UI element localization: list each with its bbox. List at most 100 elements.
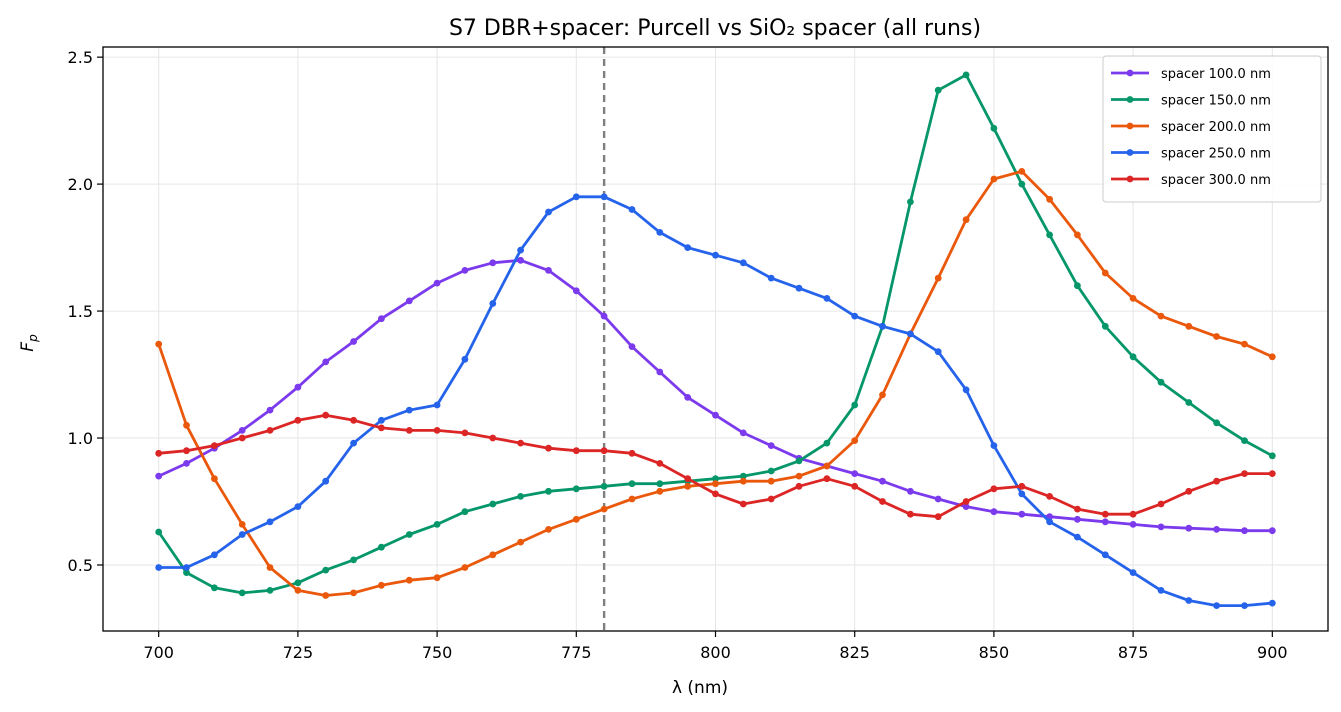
data-point [1157,312,1165,320]
data-point [1185,487,1193,495]
data-point [1018,482,1026,490]
data-point [656,480,664,488]
data-point [183,421,190,429]
data-point [934,348,942,356]
data-point [211,475,218,483]
data-point [1213,419,1220,427]
data-point [517,256,524,264]
data-point [155,564,163,571]
data-point [322,566,330,574]
x-axis-label: λ (nm) [672,678,728,698]
data-point [962,216,970,224]
data-point [934,86,942,94]
data-point [795,457,803,465]
data-point [1213,477,1220,485]
legend: spacer 100.0 nm spacer 150.0 nm spacer 200… [1102,55,1322,203]
data-point [1018,490,1026,498]
data-point [962,498,970,505]
data-point [489,551,497,559]
data-point [1185,524,1193,532]
y-tick-label: 2.0 [68,175,93,194]
data-point [405,531,413,538]
data-point [656,229,664,236]
data-point [879,322,886,330]
data-point [350,589,357,597]
data-point [628,449,636,457]
data-point [461,355,469,363]
data-point [851,470,859,477]
legend-marker [1126,69,1134,77]
data-point [350,338,357,345]
chart-title: S7 DBR+spacer: Purcell vs SiO₂ spacer (a… [449,16,981,41]
data-point [712,490,719,498]
data-point [1101,269,1109,277]
data-point [322,477,330,485]
data-point [1241,602,1248,609]
data-point [1185,322,1193,330]
data-point [183,460,190,467]
data-point [1101,322,1109,330]
data-point [1268,599,1276,607]
data-point [1157,587,1165,594]
data-point [990,124,998,132]
data-point [405,297,413,305]
data-point [990,442,998,449]
data-point [517,538,524,546]
data-point [1046,231,1053,239]
data-point [238,434,246,442]
data-point [1241,470,1248,477]
data-point [294,579,302,587]
data-point [712,480,719,488]
data-point [322,411,330,419]
data-point [294,503,302,510]
data-point [684,482,692,490]
data-point [1074,282,1081,290]
data-point [545,444,552,452]
data-point [155,449,163,457]
x-tick-label: 825 [839,643,870,662]
data-point [1129,510,1137,518]
y-axis-ticks: 0.5 1.0 1.5 2.0 2.5 [68,48,103,575]
data-point [405,576,413,584]
data-point [907,510,914,518]
data-point [739,259,747,267]
data-point [656,460,664,467]
data-point [1241,340,1248,348]
y-tick-label: 1.0 [68,429,93,448]
data-point [907,487,914,495]
data-point [238,521,246,528]
data-point [628,343,636,350]
data-point [322,358,330,366]
x-axis-ticks: 700 725 750 775 800 825 850 875 900 [143,631,1288,662]
data-point [1018,180,1026,188]
data-point [211,584,218,592]
data-point [517,493,524,500]
data-point [378,543,385,551]
data-point [572,193,580,201]
data-point [600,482,608,490]
data-point [517,439,524,447]
data-point [238,589,246,597]
data-point [1213,602,1220,609]
data-point [879,391,886,399]
data-point [907,198,914,206]
y-tick-label: 1.5 [68,302,93,321]
legend-marker [1126,149,1134,156]
data-point [378,416,385,424]
y-axis-label-main: F [18,342,38,352]
data-point [1046,195,1053,203]
data-point [1101,518,1109,526]
data-point [155,528,163,536]
data-point [767,442,775,449]
data-point [823,462,831,470]
data-point [684,475,692,483]
data-point [1074,533,1081,541]
y-axis-label-sub: p [26,334,40,343]
y-tick-label: 2.5 [68,48,93,67]
data-point [183,447,190,455]
x-tick-label: 700 [143,643,174,662]
data-point [1101,510,1109,518]
data-point [851,482,859,490]
data-point [572,485,580,493]
